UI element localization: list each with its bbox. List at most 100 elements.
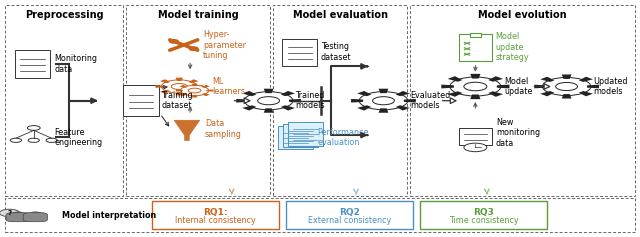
Bar (5, 5, 123, 196)
Text: Preprocessing: Preprocessing (25, 10, 104, 20)
Polygon shape (264, 89, 273, 93)
Polygon shape (175, 78, 183, 81)
Circle shape (28, 138, 40, 142)
Text: Model
update: Model update (504, 77, 532, 96)
Circle shape (464, 143, 487, 152)
Polygon shape (175, 92, 183, 95)
Bar (470, 33, 481, 37)
Text: Updated
models: Updated models (593, 77, 628, 96)
Polygon shape (160, 90, 170, 94)
Polygon shape (396, 91, 410, 96)
Polygon shape (289, 99, 301, 103)
Polygon shape (179, 93, 188, 96)
Circle shape (161, 80, 197, 93)
Text: Internal consistency: Internal consistency (175, 216, 256, 225)
Text: ?: ? (8, 210, 12, 216)
Circle shape (556, 82, 577, 91)
Polygon shape (206, 90, 213, 91)
Polygon shape (174, 120, 200, 140)
Polygon shape (442, 85, 454, 88)
Circle shape (372, 97, 394, 105)
Bar (459, 34, 492, 61)
Text: External consistency: External consistency (308, 216, 391, 225)
Circle shape (29, 212, 41, 216)
Polygon shape (192, 95, 197, 97)
Bar (278, 126, 313, 149)
Circle shape (10, 138, 22, 142)
Circle shape (244, 92, 293, 110)
Text: Data
sampling: Data sampling (205, 119, 242, 139)
Bar (273, 5, 407, 196)
Polygon shape (447, 76, 463, 82)
Text: Time consistency: Time consistency (449, 216, 518, 225)
Circle shape (12, 212, 24, 216)
Polygon shape (540, 77, 554, 82)
FancyBboxPatch shape (23, 213, 47, 222)
Text: Feature
engineering: Feature engineering (54, 128, 102, 147)
Text: Model
update
strategy: Model update strategy (495, 32, 529, 62)
Polygon shape (488, 76, 503, 82)
Bar (282, 38, 317, 66)
Polygon shape (281, 91, 295, 96)
Polygon shape (379, 89, 388, 93)
Circle shape (188, 88, 201, 93)
Polygon shape (540, 91, 554, 96)
Polygon shape (379, 108, 388, 113)
Circle shape (170, 40, 178, 43)
Circle shape (542, 77, 591, 96)
Text: RQ3: RQ3 (473, 208, 494, 217)
Circle shape (46, 138, 57, 142)
Polygon shape (202, 93, 210, 96)
Text: Model evolution: Model evolution (478, 10, 567, 20)
Circle shape (450, 77, 501, 96)
Polygon shape (404, 99, 416, 103)
Circle shape (180, 85, 209, 96)
Polygon shape (562, 74, 572, 79)
Polygon shape (470, 74, 481, 78)
Text: Performance
evaluation: Performance evaluation (317, 128, 369, 147)
Bar (5, 198, 635, 232)
FancyBboxPatch shape (6, 213, 30, 222)
Circle shape (189, 47, 198, 50)
Polygon shape (447, 91, 463, 97)
Polygon shape (179, 85, 188, 88)
Text: Model training: Model training (157, 10, 239, 20)
Polygon shape (357, 91, 371, 96)
Bar (152, 201, 280, 229)
Polygon shape (470, 95, 481, 99)
Polygon shape (534, 85, 546, 88)
Polygon shape (188, 79, 198, 83)
Text: Model evaluation: Model evaluation (292, 10, 388, 20)
Polygon shape (264, 108, 273, 113)
Bar (126, 5, 270, 196)
Polygon shape (156, 85, 164, 88)
Polygon shape (176, 90, 183, 91)
Polygon shape (488, 91, 503, 97)
Text: RQ1:: RQ1: (204, 208, 228, 217)
Polygon shape (357, 105, 371, 110)
Text: Testing
dataset: Testing dataset (321, 42, 351, 62)
Polygon shape (281, 105, 295, 110)
Polygon shape (587, 85, 599, 88)
Bar (286, 201, 413, 229)
Text: Trained
models: Trained models (296, 91, 325, 110)
Bar (420, 201, 547, 229)
Polygon shape (160, 79, 170, 83)
Bar (283, 124, 318, 147)
Polygon shape (188, 90, 198, 94)
Bar (410, 5, 635, 196)
Text: Monitoring
data: Monitoring data (54, 54, 97, 74)
Polygon shape (579, 91, 593, 96)
Text: Training
dataset: Training dataset (161, 91, 193, 110)
Polygon shape (396, 105, 410, 110)
Text: RQ2: RQ2 (339, 208, 360, 217)
Circle shape (28, 126, 40, 130)
Polygon shape (195, 85, 203, 88)
Text: Hyper-
parameter
tuning: Hyper- parameter tuning (203, 30, 246, 60)
Circle shape (464, 82, 487, 91)
Polygon shape (192, 84, 197, 86)
Bar (15, 50, 50, 78)
Text: Evaluated
models: Evaluated models (410, 91, 451, 110)
Text: Model interpretation: Model interpretation (63, 211, 157, 220)
Bar (459, 128, 492, 145)
